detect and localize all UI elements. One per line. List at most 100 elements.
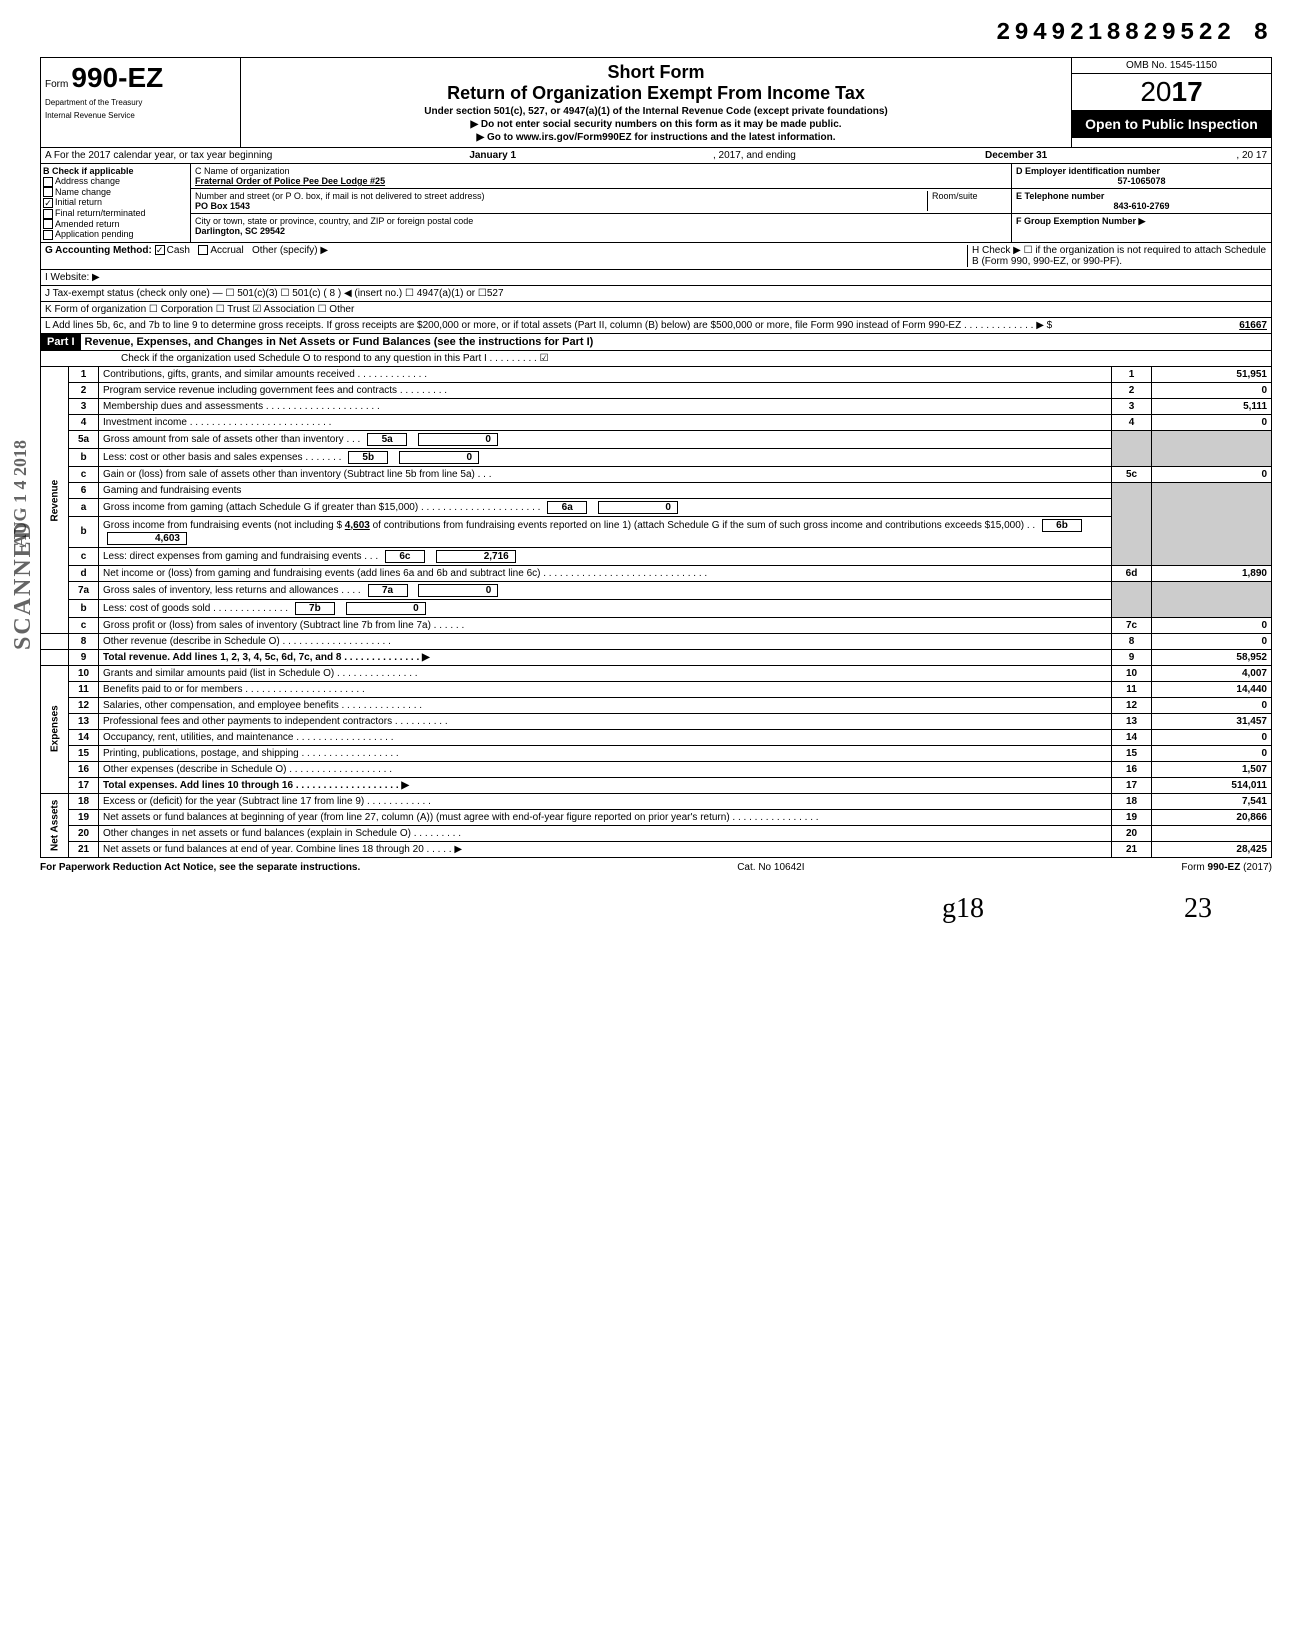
l6a-iamt: 0 xyxy=(598,501,678,514)
l21-box: 21 xyxy=(1112,841,1152,857)
l12-amt: 0 xyxy=(1152,697,1272,713)
l6c-no: c xyxy=(69,547,99,565)
l19-box: 19 xyxy=(1112,809,1152,825)
sig-left: g18 xyxy=(942,893,984,925)
l21-amt: 28,425 xyxy=(1152,841,1272,857)
l10-desc: Grants and similar amounts paid (list in… xyxy=(99,665,1112,681)
l1-box: 1 xyxy=(1112,367,1152,383)
l17-no: 17 xyxy=(69,777,99,793)
l1-amt: 51,951 xyxy=(1152,367,1272,383)
l10-box: 10 xyxy=(1112,665,1152,681)
line-l-amount: 61667 xyxy=(1147,320,1267,331)
l17-amt: 514,011 xyxy=(1152,777,1272,793)
l5a-no: 5a xyxy=(69,430,99,448)
l7a-desc: Gross sales of inventory, less returns a… xyxy=(99,581,1112,599)
l9-box: 9 xyxy=(1112,649,1152,665)
l21-no: 21 xyxy=(69,841,99,857)
l6d-amt: 1,890 xyxy=(1152,565,1272,581)
stamp-aug-date: AUG 1 4 2018 xyxy=(10,440,31,548)
line-a-label: A For the 2017 calendar year, or tax yea… xyxy=(45,150,272,161)
city-label: City or town, state or province, country… xyxy=(195,216,1007,226)
l20-amt xyxy=(1152,825,1272,841)
line-a-mid: , 2017, and ending xyxy=(713,150,796,161)
l9-no: 9 xyxy=(69,649,99,665)
l11-desc: Benefits paid to or for members . . . . … xyxy=(99,681,1112,697)
l3-box: 3 xyxy=(1112,398,1152,414)
l5-shaded xyxy=(1112,430,1152,466)
part1-table: Revenue 1 Contributions, gifts, grants, … xyxy=(40,367,1272,858)
short-form-title: Short Form xyxy=(245,62,1067,83)
l7b-iamt: 0 xyxy=(346,602,426,615)
check-amended-return: Amended return xyxy=(43,219,188,230)
l5b-no: b xyxy=(69,448,99,466)
l7b-ibox: 7b xyxy=(295,602,335,615)
l10-no: 10 xyxy=(69,665,99,681)
l6b-contrib: 4,603 xyxy=(345,520,370,531)
subtitle-3: ▶ Go to www.irs.gov/Form990EZ for instru… xyxy=(245,132,1067,143)
open-to-public: Open to Public Inspection xyxy=(1072,110,1271,138)
l15-amt: 0 xyxy=(1152,745,1272,761)
line-i: I Website: ▶ xyxy=(40,270,1272,286)
l20-box: 20 xyxy=(1112,825,1152,841)
footer: For Paperwork Reduction Act Notice, see … xyxy=(40,862,1272,873)
room-suite-label: Room/suite xyxy=(927,191,1007,211)
line-g-h: G Accounting Method: ✓Cash Accrual Other… xyxy=(40,243,1272,270)
subtitle-2: ▶ Do not enter social security numbers o… xyxy=(245,119,1067,130)
footer-center: Cat. No 10642I xyxy=(737,862,804,873)
l5c-desc: Gain or (loss) from sale of assets other… xyxy=(99,466,1112,482)
l3-desc: Membership dues and assessments . . . . … xyxy=(99,398,1112,414)
subtitle-1: Under section 501(c), 527, or 4947(a)(1)… xyxy=(245,106,1067,117)
line-a-begin: January 1 xyxy=(272,150,713,161)
dept-treasury: Department of the Treasury xyxy=(45,98,236,107)
l8-desc: Other revenue (describe in Schedule O) .… xyxy=(99,633,1112,649)
l5b-desc: Less: cost or other basis and sales expe… xyxy=(99,448,1112,466)
e-label: E Telephone number xyxy=(1016,191,1267,201)
accrual-label: Accrual xyxy=(210,245,243,256)
l6b-ibox: 6b xyxy=(1042,519,1082,532)
l5c-no: c xyxy=(69,466,99,482)
l6c-iamt: 2,716 xyxy=(436,550,516,563)
l2-no: 2 xyxy=(69,382,99,398)
org-address: PO Box 1543 xyxy=(195,201,927,211)
l5b-ibox: 5b xyxy=(348,451,388,464)
l5-shaded-amt xyxy=(1152,430,1272,466)
l7-shaded xyxy=(1112,581,1152,617)
l1-desc: Contributions, gifts, grants, and simila… xyxy=(99,367,1112,383)
check-application-pending: Application pending xyxy=(43,229,188,240)
part1-header: Part I Revenue, Expenses, and Changes in… xyxy=(40,334,1272,351)
l13-box: 13 xyxy=(1112,713,1152,729)
l6b-desc: Gross income from fundraising events (no… xyxy=(99,516,1112,547)
dept-irs: Internal Revenue Service xyxy=(45,111,236,120)
l8-amt: 0 xyxy=(1152,633,1272,649)
l6-desc: Gaming and fundraising events xyxy=(99,482,1112,498)
form-prefix: Form xyxy=(45,79,68,90)
l2-box: 2 xyxy=(1112,382,1152,398)
l3-no: 3 xyxy=(69,398,99,414)
org-name: Fraternal Order of Police Pee Dee Lodge … xyxy=(195,176,1007,186)
l6-no: 6 xyxy=(69,482,99,498)
l19-amt: 20,866 xyxy=(1152,809,1272,825)
l8-no: 8 xyxy=(69,633,99,649)
part1-title: Revenue, Expenses, and Changes in Net As… xyxy=(81,334,598,350)
l6c-desc: Less: direct expenses from gaming and fu… xyxy=(99,547,1112,565)
l11-box: 11 xyxy=(1112,681,1152,697)
omb-number: OMB No. 1545-1150 xyxy=(1072,58,1271,74)
l7c-desc: Gross profit or (loss) from sales of inv… xyxy=(99,617,1112,633)
l14-box: 14 xyxy=(1112,729,1152,745)
l13-amt: 31,457 xyxy=(1152,713,1272,729)
l18-amt: 7,541 xyxy=(1152,793,1272,809)
l18-box: 18 xyxy=(1112,793,1152,809)
l6d-desc: Net income or (loss) from gaming and fun… xyxy=(99,565,1112,581)
part1-label: Part I xyxy=(41,334,81,350)
l4-no: 4 xyxy=(69,414,99,430)
footer-right: Form 990-EZ (2017) xyxy=(1181,862,1272,873)
l6a-ibox: 6a xyxy=(547,501,587,514)
phone: 843-610-2769 xyxy=(1016,201,1267,211)
l7a-ibox: 7a xyxy=(368,584,408,597)
l7a-iamt: 0 xyxy=(418,584,498,597)
accrual-checkbox xyxy=(198,245,208,255)
l15-no: 15 xyxy=(69,745,99,761)
l1-no: 1 xyxy=(69,367,99,383)
dln: 2949218829522 8 xyxy=(40,20,1272,47)
check-final-return: Final return/terminated xyxy=(43,208,188,219)
